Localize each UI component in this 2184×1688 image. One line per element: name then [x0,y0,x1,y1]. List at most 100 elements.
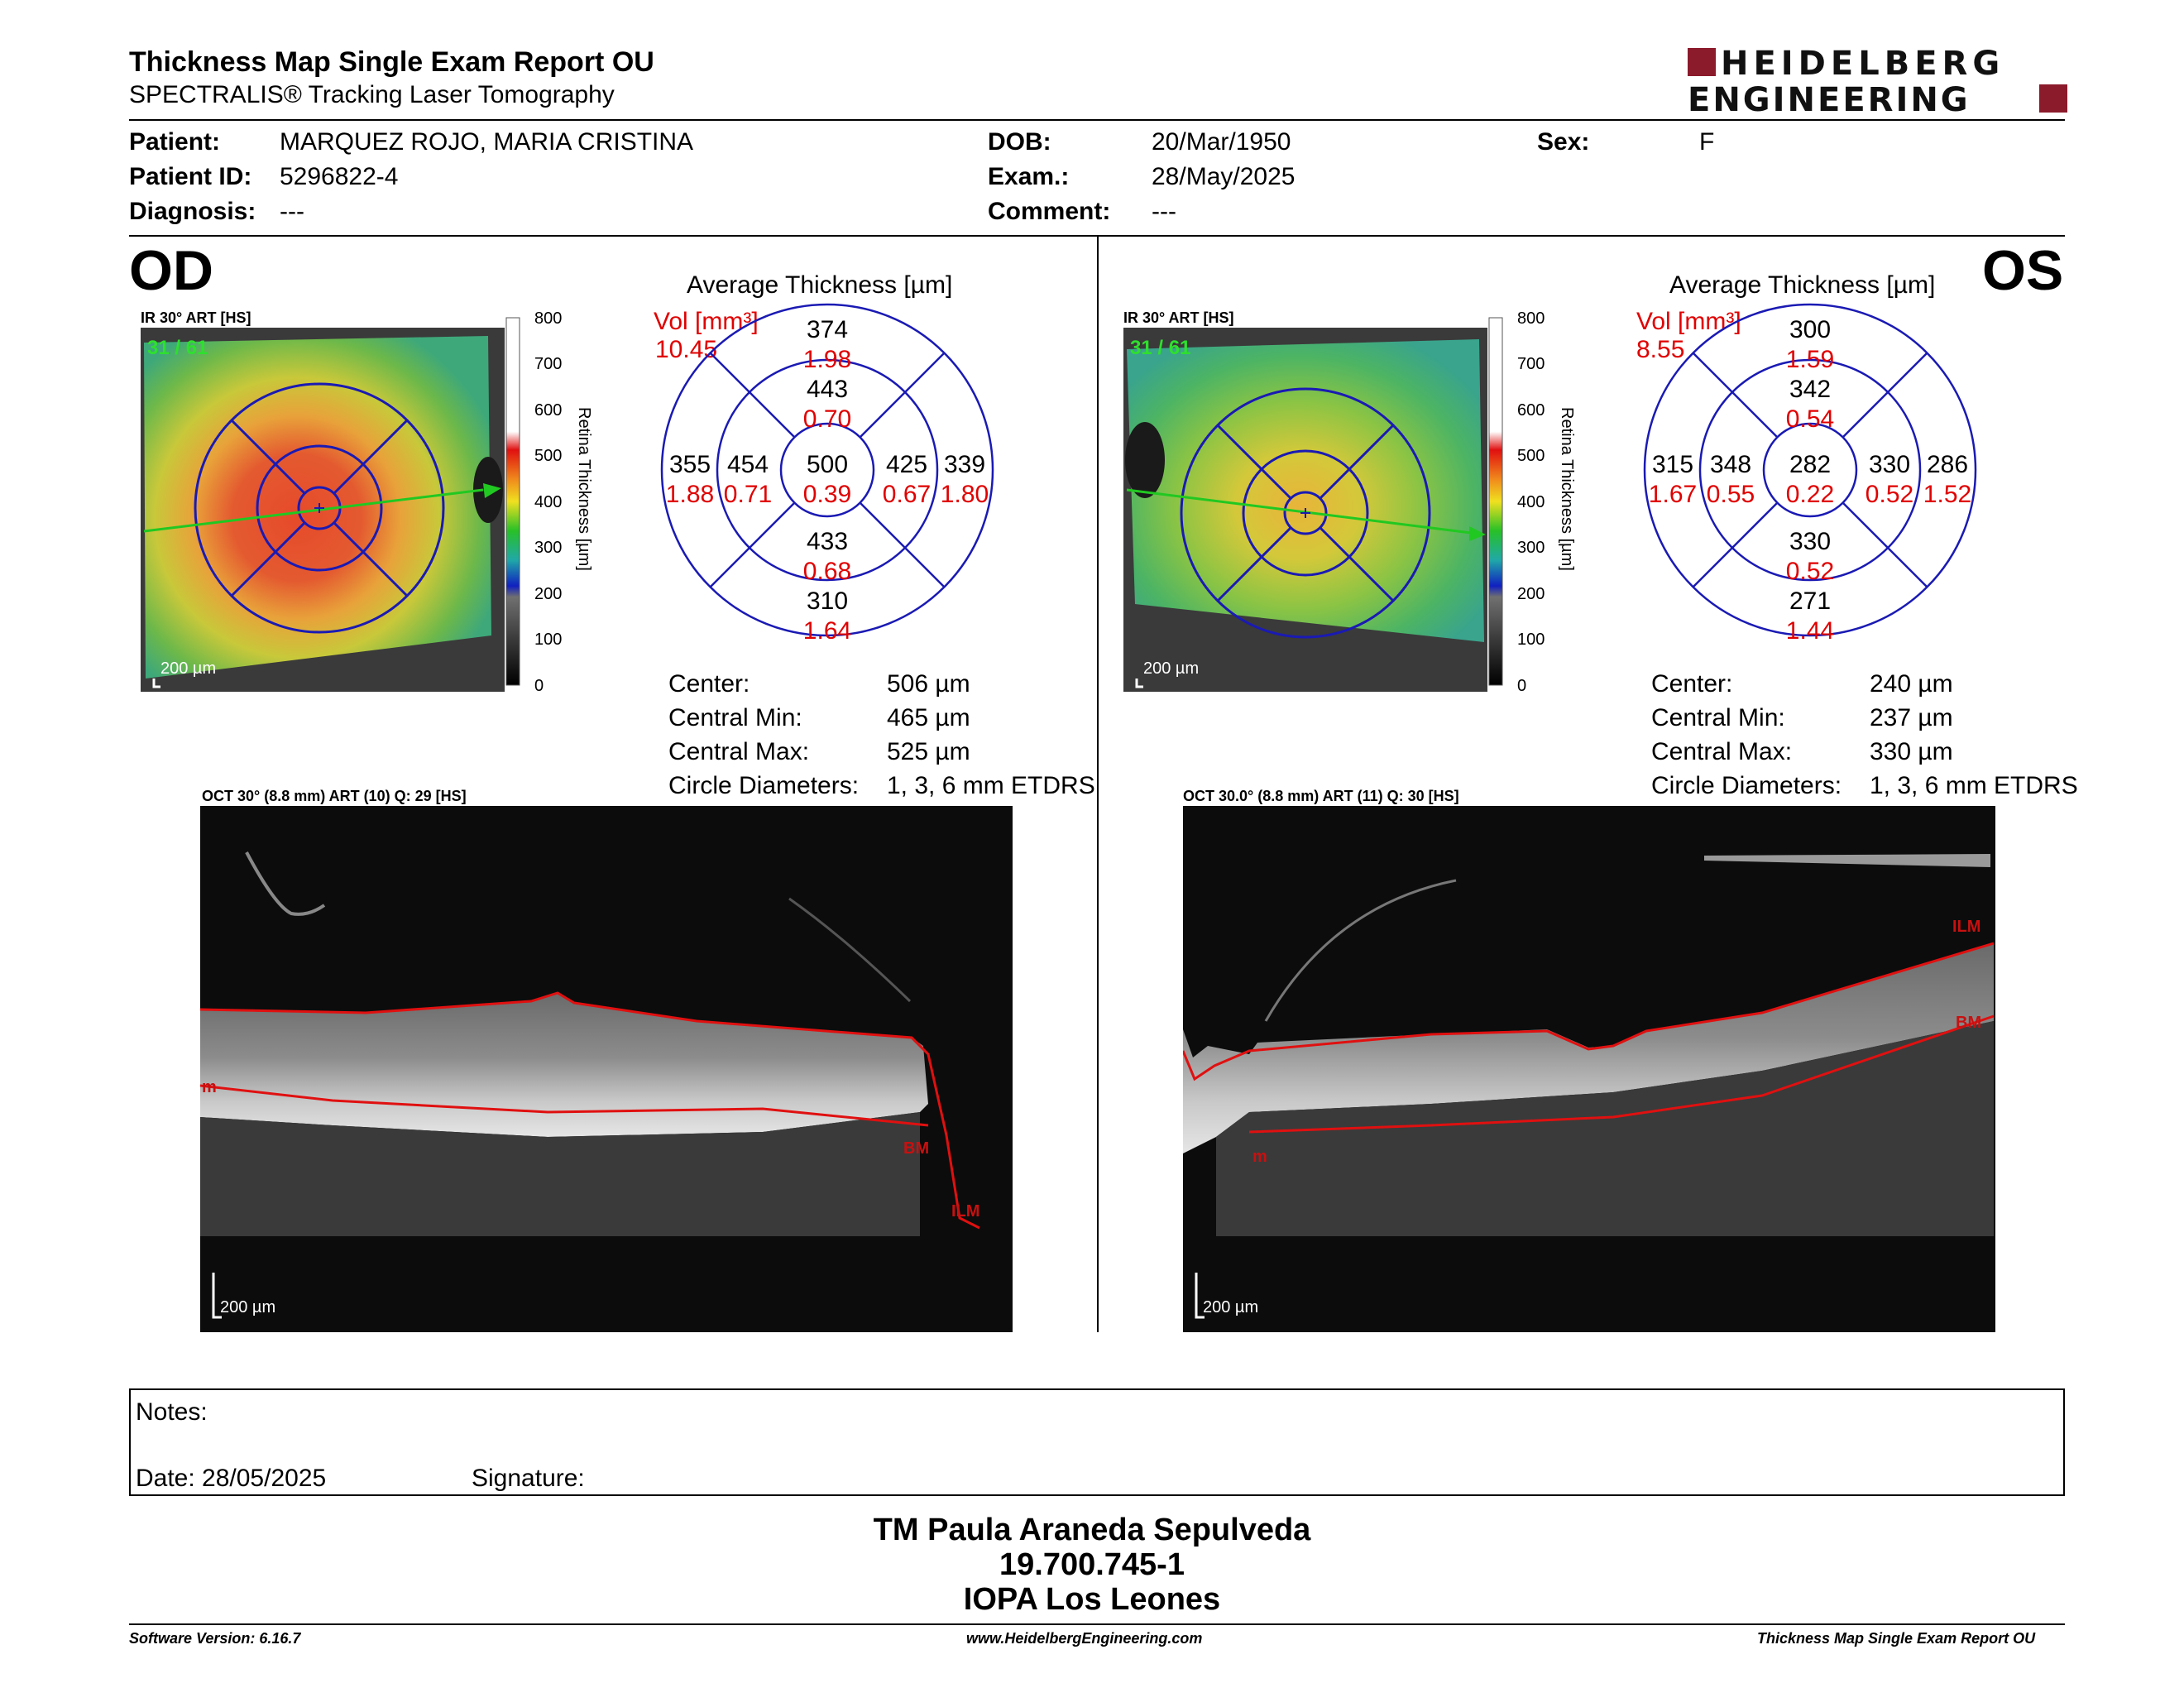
diagnosis-label: Diagnosis: [129,198,256,225]
colorbar-tick-700: 700 [534,355,562,373]
colorbar-tick-600: 600 [534,401,562,420]
colorbar-tick-500: 500 [534,447,562,465]
os-center-thickness: 282 [1789,451,1831,478]
os-vol-value: 8.55 [1636,336,1685,363]
comment-value: --- [1152,198,1176,225]
os-stat-label: Center: [1651,670,1733,698]
os-stat-value: 1, 3, 6 mm ETDRS [1870,772,2078,799]
od-colorbar: 800 700 600 500 400 300 200 100 0 Retina… [505,309,593,695]
od-stat-value: 465 µm [887,704,970,731]
od-stat-label: Central Min: [668,704,802,731]
os-stat-value: 330 µm [1870,738,1953,765]
os-inner-right-volume: 0.52 [1866,481,1913,508]
logo-text-2: ENGINEERING [1688,81,1971,114]
od-avg-title: Average Thickness [µm] [687,271,953,299]
od-scale-bar: 200 µm [160,659,216,678]
colorbar-tick-800: 800 [1517,309,1545,328]
comment-label: Comment: [988,198,1111,225]
od-edge-label: m [202,1078,217,1096]
colorbar-tick-700: 700 [1517,355,1545,373]
od-stat-value: 525 µm [887,738,970,765]
os-colorbar: 800 700 600 500 400 300 200 100 0 Retina… [1488,309,1576,695]
software-version: Software Version: 6.16.7 [129,1630,301,1647]
od-inner-left-volume: 0.71 [724,481,772,508]
od-etdrs-grid: 374 1.98 443 0.70 500 0.39 454 0.71 425 … [660,303,994,639]
colorbar-tick-200: 200 [1517,585,1545,603]
operator-id: 19.700.745-1 [999,1547,1185,1582]
od-inner-right-volume: 0.67 [883,481,931,508]
exam-label: Exam.: [988,163,1070,190]
os-inner-inf-volume: 0.52 [1786,558,1834,585]
institution: IOPA Los Leones [963,1582,1221,1617]
od-vol-label: Vol [mm³] [654,308,759,335]
os-outer-inf-volume: 1.44 [1786,617,1834,639]
os-inner-right-thickness: 330 [1869,451,1910,478]
os-outer-left-volume: 1.67 [1649,481,1697,508]
report-title: Thickness Map Single Exam Report OU [129,46,654,78]
os-bm-label: BM [1956,1014,1981,1032]
os-inner-inf-thickness: 330 [1789,528,1831,555]
os-stat-label: Circle Diameters: [1651,772,1842,799]
os-outer-inf-thickness: 271 [1789,587,1831,615]
patient-name: MARQUEZ ROJO, MARIA CRISTINA [280,128,694,156]
notes-box: Notes: Date: 28/05/2025 Signature: [129,1388,2065,1496]
colorbar-tick-0: 0 [1517,677,1526,695]
od-outer-right-thickness: 339 [944,451,985,478]
operator-name: TM Paula Araneda Sepulveda [873,1513,1311,1547]
os-ilm-label: ILM [1952,918,1980,936]
od-vol-value: 10.45 [655,336,718,363]
colorbar-tick-400: 400 [534,493,562,511]
notes-date: Date: 28/05/2025 [136,1465,327,1492]
os-vol-label: Vol [mm³] [1636,308,1741,335]
od-outer-sup-volume: 1.98 [803,346,851,373]
os-eye-label: OS [1982,239,2064,302]
logo-text-1: HEIDELBERG [1721,46,2004,83]
os-frame-count: 31 / 61 [1130,337,1190,359]
od-outer-left-thickness: 355 [669,451,711,478]
od-ilm-label: ILM [951,1202,979,1220]
colorbar-tick-200: 200 [534,585,562,603]
os-oct-caption: OCT 30.0° (8.8 mm) ART (11) Q: 30 [HS] [1183,788,1459,804]
header-rule [129,119,2065,121]
footer-report-name: Thickness Map Single Exam Report OU [1757,1630,2036,1647]
os-inner-left-thickness: 348 [1710,451,1751,478]
od-inner-sup-volume: 0.70 [803,405,851,433]
patient-label: Patient: [129,128,221,156]
od-inner-right-thickness: 425 [886,451,927,478]
od-inner-inf-volume: 0.68 [803,558,851,585]
od-eye-label: OD [129,239,213,302]
dob-value: 20/Mar/1950 [1152,128,1291,156]
os-avg-title: Average Thickness [µm] [1669,271,1936,299]
od-center-volume: 0.39 [803,481,851,508]
od-stat-label: Center: [668,670,750,698]
diagnosis-value: --- [280,198,304,225]
os-fundus-thickness-map: 31 / 61 200 µm [1123,328,1487,692]
od-center-thickness: 500 [807,451,848,478]
os-inner-sup-thickness: 342 [1789,376,1831,403]
colorbar-tick-100: 100 [534,631,562,649]
od-fundus-thickness-map: 31 / 61 200 µm [141,328,505,692]
colorbar-tick-300: 300 [1517,539,1545,557]
os-outer-sup-thickness: 300 [1789,316,1831,343]
os-center-volume: 0.22 [1786,481,1834,508]
os-stat-label: Central Max: [1651,738,1793,765]
heidelberg-logo: HEIDELBERG ENGINEERING [1688,46,2067,114]
od-outer-right-volume: 1.80 [941,481,989,508]
sex-value: F [1699,128,1715,156]
os-outer-right-volume: 1.52 [1923,481,1971,508]
colorbar-tick-100: 100 [1517,631,1545,649]
os-inner-left-volume: 0.55 [1707,481,1755,508]
patient-id-label: Patient ID: [129,163,252,190]
od-outer-sup-thickness: 374 [807,316,848,343]
os-stat-label: Central Min: [1651,704,1785,731]
os-oct-bscan: ILM BM m 200 µm [1183,806,1995,1332]
od-bm-label: BM [903,1139,929,1158]
od-inner-left-thickness: 454 [727,451,769,478]
od-oct-caption: OCT 30° (8.8 mm) ART (10) Q: 29 [HS] [202,788,467,804]
info-rule [129,235,2065,237]
exam-value: 28/May/2025 [1152,163,1296,190]
signature-label: Signature: [472,1465,585,1492]
logo-square-top [1688,48,1716,76]
website-link[interactable]: www.HeidelbergEngineering.com [966,1630,1203,1647]
colorbar-tick-400: 400 [1517,493,1545,511]
